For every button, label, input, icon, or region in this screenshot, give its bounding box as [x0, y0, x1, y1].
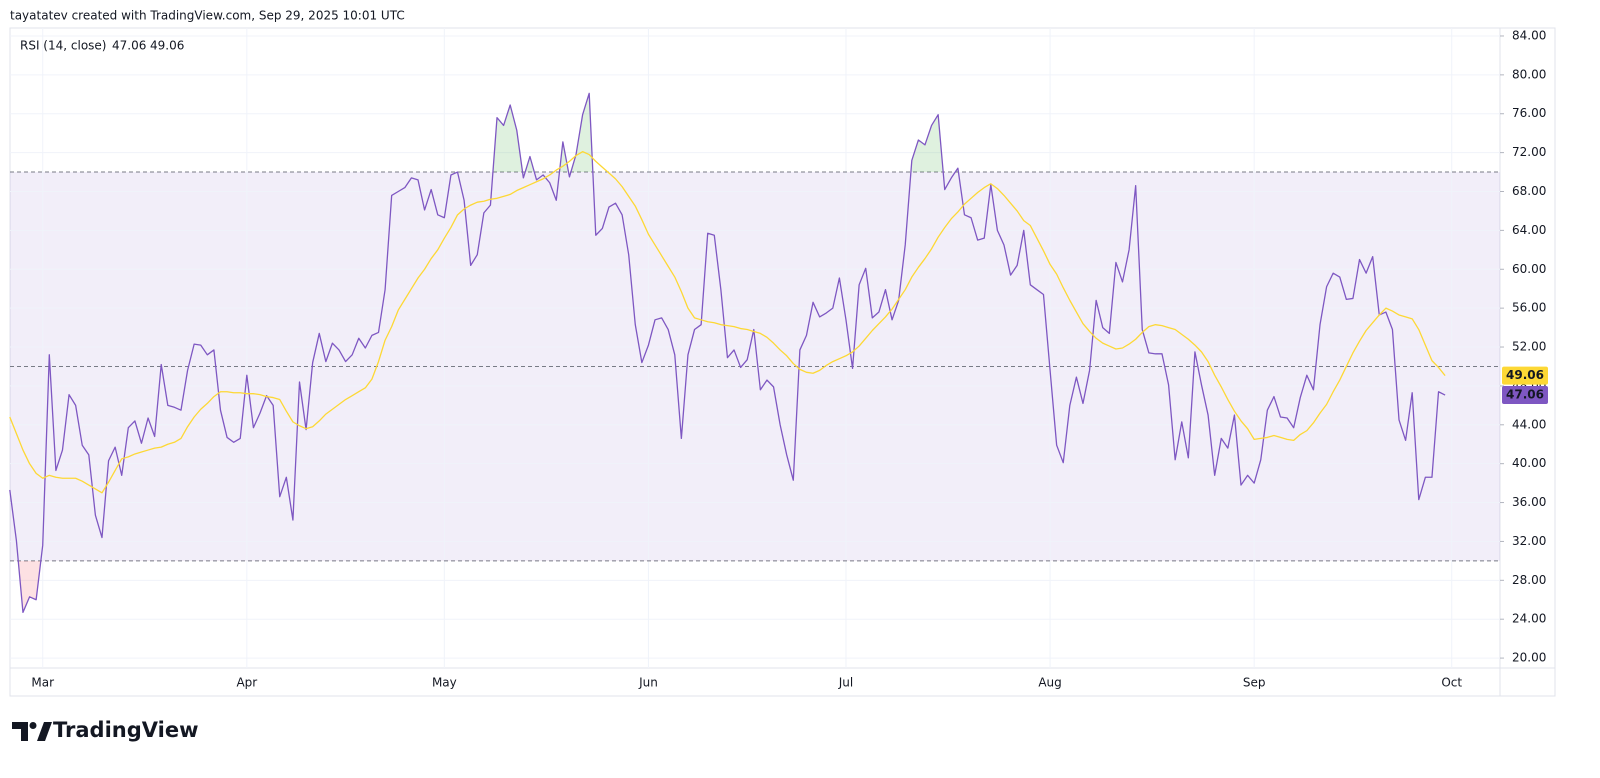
label-layer: 84.00 80.00 76.00 72.00 68.00 64.00 60.00 56.00… — [31, 28, 1548, 690]
y-tick-label: 56.00 — [1512, 301, 1546, 315]
y-tick-label: 28.00 — [1512, 573, 1546, 587]
brand-name: TradingView — [53, 718, 198, 742]
x-tick-label: Apr — [236, 676, 257, 690]
last-value-tag — [1502, 386, 1548, 405]
rsi-ma-line — [9, 150, 1446, 494]
y-tick-label: 64.00 — [1512, 223, 1546, 237]
x-tick-label: Jul — [838, 676, 853, 690]
x-tick-label: Oct — [1441, 676, 1462, 690]
header: tayatatev created with TradingView.com, … — [10, 9, 405, 23]
last-value-label: 49.06 — [1506, 368, 1544, 382]
y-tick-label: 60.00 — [1512, 262, 1546, 276]
logo-icon — [37, 722, 52, 741]
x-tick-label: Jun — [638, 676, 658, 690]
y-tick-label: 76.00 — [1512, 106, 1546, 120]
legend-title: RSI (14, close) — [20, 39, 106, 53]
y-tick-label: 36.00 — [1512, 495, 1546, 509]
x-tick-label: May — [432, 676, 457, 690]
y-tick-label: 32.00 — [1512, 534, 1546, 548]
legend-value: 49.06 — [150, 39, 184, 53]
y-tick-label: 24.00 — [1512, 612, 1546, 626]
y-tick-label: 20.00 — [1512, 651, 1546, 665]
logo-icon — [29, 722, 37, 729]
x-tick-label: Sep — [1243, 676, 1266, 690]
y-tick-label: 84.00 — [1512, 28, 1546, 42]
y-tick-label: 80.00 — [1512, 67, 1546, 81]
logo-icon — [12, 722, 28, 741]
x-tick-label: Aug — [1038, 676, 1061, 690]
frame — [9, 27, 1556, 697]
last-value-tag — [1502, 366, 1548, 385]
x-tick-label: Mar — [31, 676, 54, 690]
rsi-line — [9, 92, 1446, 614]
y-tick-label: 40.00 — [1512, 456, 1546, 470]
y-tick-label: 72.00 — [1512, 145, 1546, 159]
y-tick-label: 68.00 — [1512, 184, 1546, 198]
y-tick-label: 44.00 — [1512, 417, 1546, 431]
line-layer — [9, 92, 1446, 614]
y-tick-label: 52.00 — [1512, 340, 1546, 354]
legend-value: 47.06 — [112, 39, 146, 53]
background-layer — [9, 28, 1500, 668]
brand-logo: TradingView — [12, 718, 198, 742]
last-value-label: 47.06 — [1506, 388, 1544, 402]
